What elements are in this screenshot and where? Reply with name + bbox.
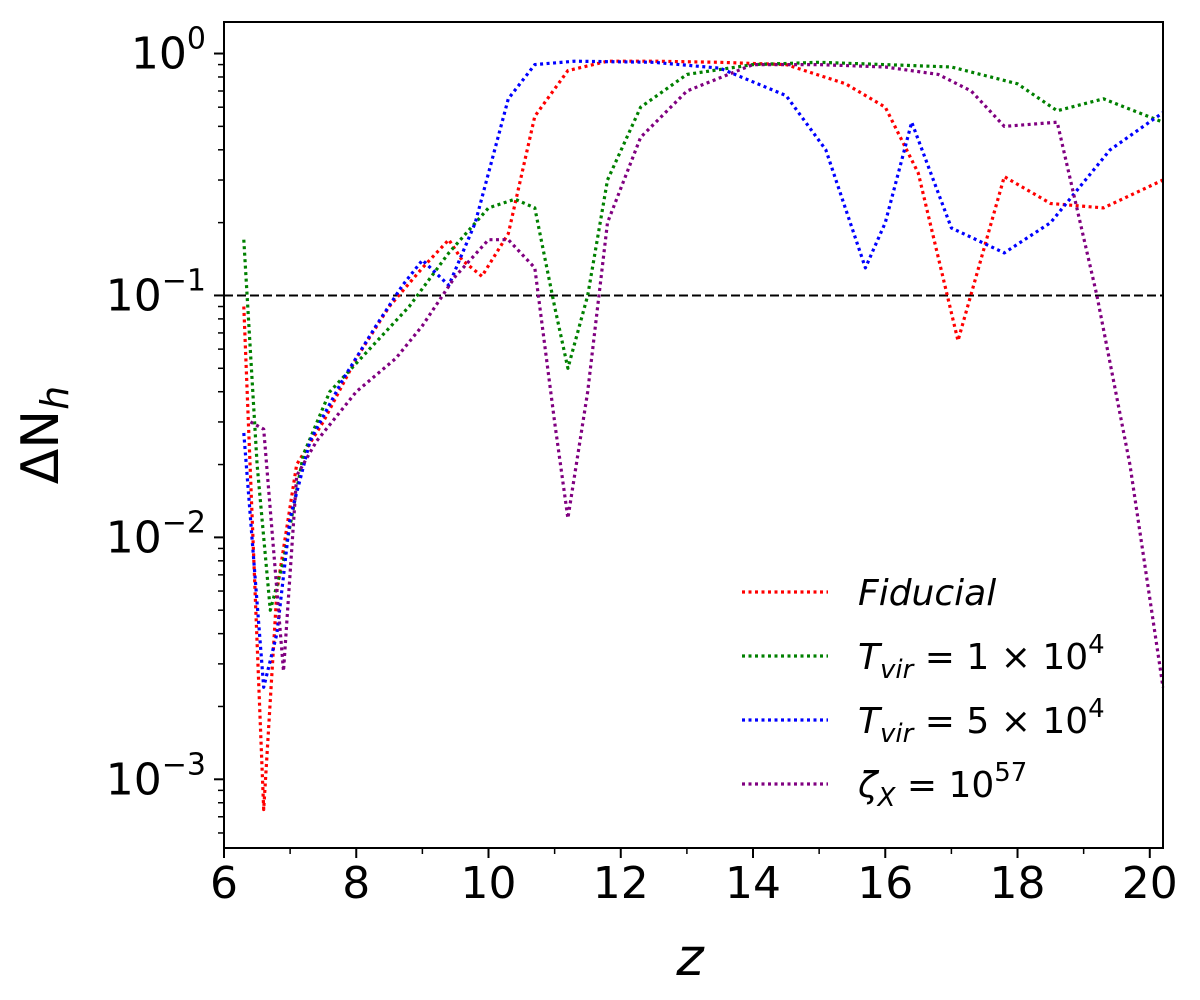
y-tick-label: 10−2 xyxy=(106,505,206,563)
legend-label-2: Tvir = 5 × 104 xyxy=(858,694,1105,749)
y-tick-label: 10−1 xyxy=(106,263,206,321)
svg-text:ΔNh: ΔNh xyxy=(11,386,77,485)
x-tick-label: 18 xyxy=(990,858,1046,909)
y-tick-label: 100 xyxy=(131,22,206,80)
y-tick-label: 10−3 xyxy=(106,747,206,805)
x-axis-label: z xyxy=(675,928,705,988)
series-line-2 xyxy=(242,59,1164,689)
y-axis: 10−3 10−2 10−1 100 xyxy=(106,22,224,834)
x-tick-label: 16 xyxy=(857,858,913,909)
x-tick-label: 10 xyxy=(461,858,517,909)
x-axis: 6 8 10 12 14 16 18 20 xyxy=(210,848,1178,909)
y-axis-label-main: ΔN xyxy=(11,410,71,484)
x-tick-label: 20 xyxy=(1122,858,1178,909)
x-tick-label: 8 xyxy=(342,858,370,909)
x-tick-label: 6 xyxy=(210,858,238,909)
plot-frame xyxy=(223,21,1164,849)
series-line-3 xyxy=(249,62,1165,688)
series-line-0 xyxy=(242,59,1164,812)
y-axis-label-sub: h xyxy=(33,386,77,410)
legend: Fiducial Tvir = 1 × 104 Tvir = 5 × 104 ζX =… xyxy=(742,573,1105,813)
legend-label-0: Fiducial xyxy=(858,573,996,614)
legend-label-1: Tvir = 1 × 104 xyxy=(858,630,1105,685)
x-tick-label: 14 xyxy=(725,858,781,909)
x-tick-label: 12 xyxy=(593,858,649,909)
series-line-1 xyxy=(242,60,1164,612)
legend-label-3: ζX = 1057 xyxy=(857,758,1027,813)
y-axis-label: ΔNh xyxy=(11,386,77,485)
series-layer xyxy=(242,59,1165,812)
